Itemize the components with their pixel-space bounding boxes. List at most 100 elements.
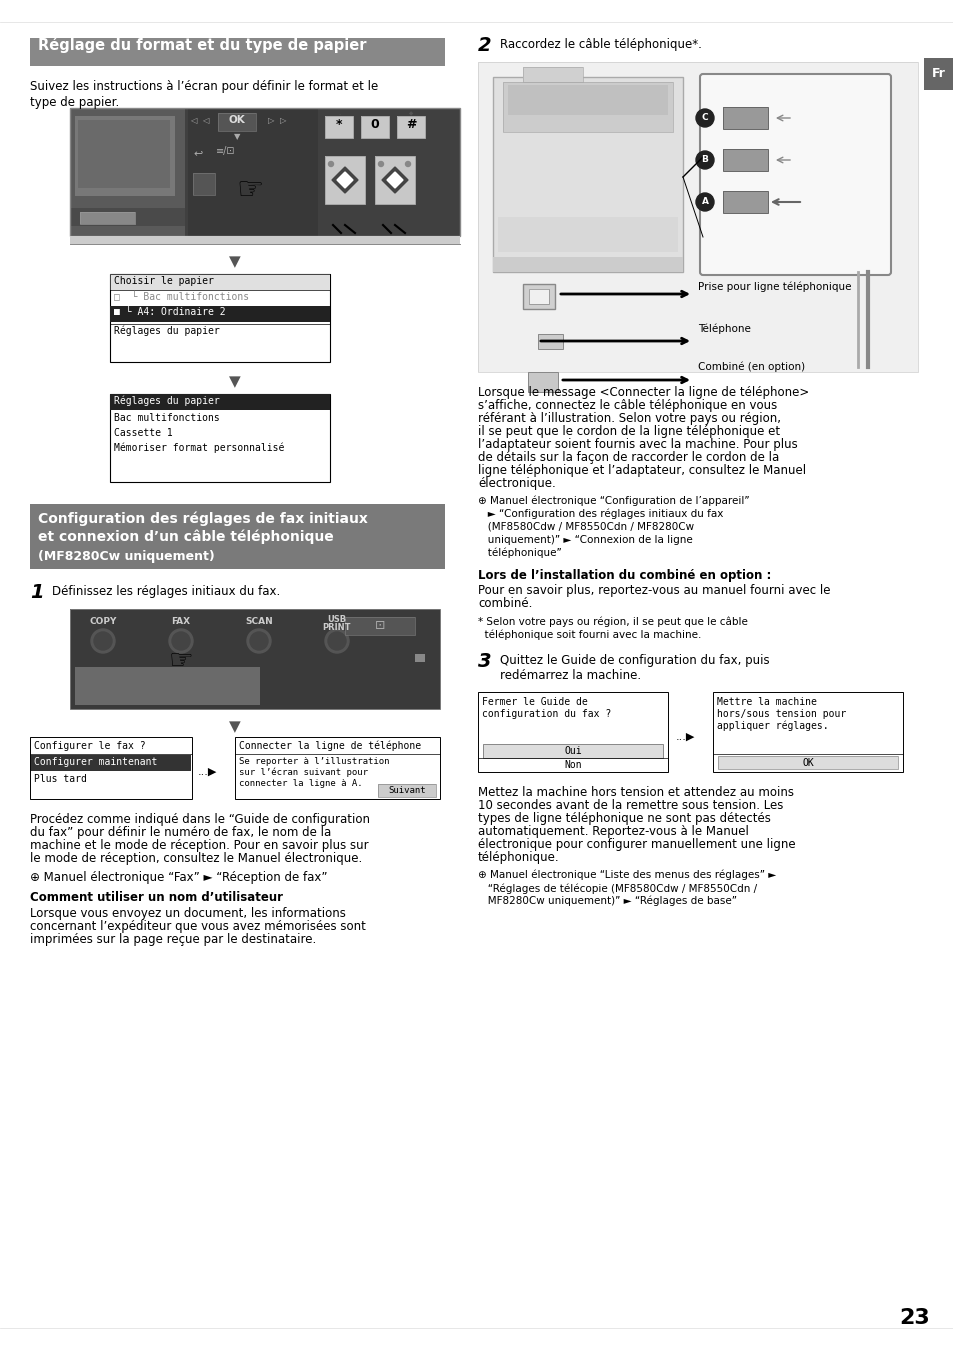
Text: sur l’écran suivant pour: sur l’écran suivant pour	[239, 768, 368, 778]
Bar	[70, 108, 459, 236]
Bar	[527, 372, 558, 392]
Text: Plus tard: Plus tard	[34, 774, 87, 785]
Bar	[522, 284, 555, 309]
Bar	[80, 212, 135, 224]
Text: appliquer réglages.: appliquer réglages.	[717, 721, 828, 732]
Polygon shape	[336, 173, 353, 187]
Text: Mettez la machine hors tension et attendez au moins: Mettez la machine hors tension et attend…	[477, 786, 793, 799]
Text: ▼: ▼	[229, 718, 240, 735]
Text: et connexion d’un câble téléphonique: et connexion d’un câble téléphonique	[38, 530, 334, 545]
Bar	[78, 120, 170, 187]
Text: ...▶: ...▶	[676, 732, 695, 741]
Bar	[722, 106, 767, 129]
Bar	[482, 744, 662, 758]
Text: hors/sous tension pour: hors/sous tension pour	[717, 709, 845, 718]
Bar	[110, 274, 330, 290]
Text: Configuration des réglages de fax initiaux: Configuration des réglages de fax initia…	[38, 512, 368, 527]
Bar	[477, 62, 917, 372]
Text: Raccordez le câble téléphonique*.: Raccordez le câble téléphonique*.	[499, 38, 701, 51]
Circle shape	[328, 162, 334, 167]
Bar	[477, 62, 917, 372]
Text: OK: OK	[801, 758, 813, 768]
Text: 0: 0	[370, 119, 379, 131]
Bar	[375, 156, 415, 204]
Bar	[718, 756, 897, 768]
Bar	[923, 58, 953, 90]
Text: 10 secondes avant de la remettre sous tension. Les: 10 secondes avant de la remettre sous te…	[477, 799, 782, 811]
Text: électronique.: électronique.	[477, 477, 556, 491]
Text: SCAN: SCAN	[245, 617, 273, 625]
Text: Combiné (en option): Combiné (en option)	[698, 363, 804, 372]
Bar	[325, 156, 365, 204]
Bar	[527, 372, 558, 392]
Text: Réglages du papier: Réglages du papier	[113, 396, 219, 407]
Text: ◁: ◁	[190, 116, 196, 125]
Bar	[30, 737, 192, 799]
Text: types de ligne téléphonique ne sont pas détectés: types de ligne téléphonique ne sont pas …	[477, 811, 770, 825]
Text: ↩: ↩	[193, 148, 202, 158]
Bar	[193, 173, 214, 195]
Text: C: C	[701, 113, 707, 123]
Text: “Réglages de télécopie (MF8580Cdw / MF8550Cdn /: “Réglages de télécopie (MF8580Cdw / MF85…	[477, 883, 757, 894]
Text: ■ └ A4: Ordinaire 2: ■ └ A4: Ordinaire 2	[113, 307, 226, 317]
Text: B: B	[700, 155, 708, 164]
Bar	[377, 785, 436, 797]
Text: ▼: ▼	[229, 373, 240, 390]
Bar	[80, 212, 135, 224]
Bar	[415, 654, 424, 662]
Bar	[218, 113, 255, 131]
Text: Suivant: Suivant	[388, 786, 425, 795]
Text: □  └ Bac multifonctions: □ └ Bac multifonctions	[113, 293, 249, 302]
Polygon shape	[332, 167, 357, 193]
Bar	[482, 744, 662, 758]
Circle shape	[91, 630, 115, 652]
Bar	[188, 108, 317, 168]
Text: ⊕ Manuel électronique “Configuration de l’appareil”: ⊕ Manuel électronique “Configuration de …	[477, 496, 749, 507]
Bar	[30, 755, 191, 771]
Circle shape	[172, 632, 190, 650]
Circle shape	[250, 632, 268, 650]
Bar	[522, 284, 555, 309]
Text: 3: 3	[477, 652, 491, 671]
Bar	[218, 113, 255, 131]
Text: PRINT: PRINT	[322, 623, 351, 632]
Text: FAX: FAX	[172, 617, 191, 625]
Text: USB: USB	[327, 615, 346, 624]
Text: Cassette 1: Cassette 1	[113, 429, 172, 438]
Text: Oui: Oui	[563, 745, 581, 756]
Bar	[75, 667, 260, 705]
Text: le mode de réception, consultez le Manuel électronique.: le mode de réception, consultez le Manue…	[30, 852, 362, 865]
Text: concernant l’expéditeur que vous avez mémorisées sont: concernant l’expéditeur que vous avez mé…	[30, 919, 366, 933]
Text: machine et le mode de réception. Pour en savoir plus sur: machine et le mode de réception. Pour en…	[30, 838, 368, 852]
Text: Se reporter à l’illustration: Se reporter à l’illustration	[239, 758, 389, 766]
Text: Lorsque vous envoyez un document, les informations: Lorsque vous envoyez un document, les in…	[30, 907, 346, 919]
Bar	[188, 108, 317, 236]
Text: l’adaptateur soient fournis avec la machine. Pour plus: l’adaptateur soient fournis avec la mach…	[477, 438, 797, 452]
Text: Comment utiliser un nom d’utilisateur: Comment utiliser un nom d’utilisateur	[30, 891, 283, 905]
Text: du fax” pour définir le numéro de fax, le nom de la: du fax” pour définir le numéro de fax, l…	[30, 826, 331, 838]
Bar	[70, 609, 439, 709]
Bar	[396, 116, 424, 137]
Text: uniquement)” ► “Connexion de la ligne: uniquement)” ► “Connexion de la ligne	[477, 535, 692, 545]
Text: Connecter la ligne de téléphone: Connecter la ligne de téléphone	[239, 741, 420, 751]
Text: ⊕ Manuel électronique “Fax” ► “Réception de fax”: ⊕ Manuel électronique “Fax” ► “Réception…	[30, 871, 327, 884]
Bar	[497, 217, 678, 252]
Bar	[70, 236, 459, 244]
Text: Fermer le Guide de: Fermer le Guide de	[481, 697, 587, 706]
Bar	[110, 274, 330, 290]
Bar	[360, 116, 389, 137]
Text: Fr: Fr	[931, 67, 945, 80]
Circle shape	[405, 162, 410, 167]
Text: Quittez le Guide de configuration du fax, puis: Quittez le Guide de configuration du fax…	[499, 654, 769, 667]
Text: électronique pour configurer manuellement une ligne: électronique pour configurer manuellemen…	[477, 838, 795, 851]
Text: ...▶: ...▶	[198, 767, 217, 776]
Text: COPY: COPY	[90, 617, 116, 625]
Text: Bac multifonctions: Bac multifonctions	[113, 412, 219, 423]
Text: ⊕ Manuel électronique “Liste des menus des réglages” ►: ⊕ Manuel électronique “Liste des menus d…	[477, 869, 776, 880]
Text: ▷: ▷	[280, 116, 286, 125]
Bar	[375, 156, 415, 204]
Text: référant à l’illustration. Selon votre pays ou région,: référant à l’illustration. Selon votre p…	[477, 412, 781, 425]
Bar	[30, 38, 444, 66]
Bar	[722, 150, 767, 171]
Bar	[325, 116, 353, 137]
